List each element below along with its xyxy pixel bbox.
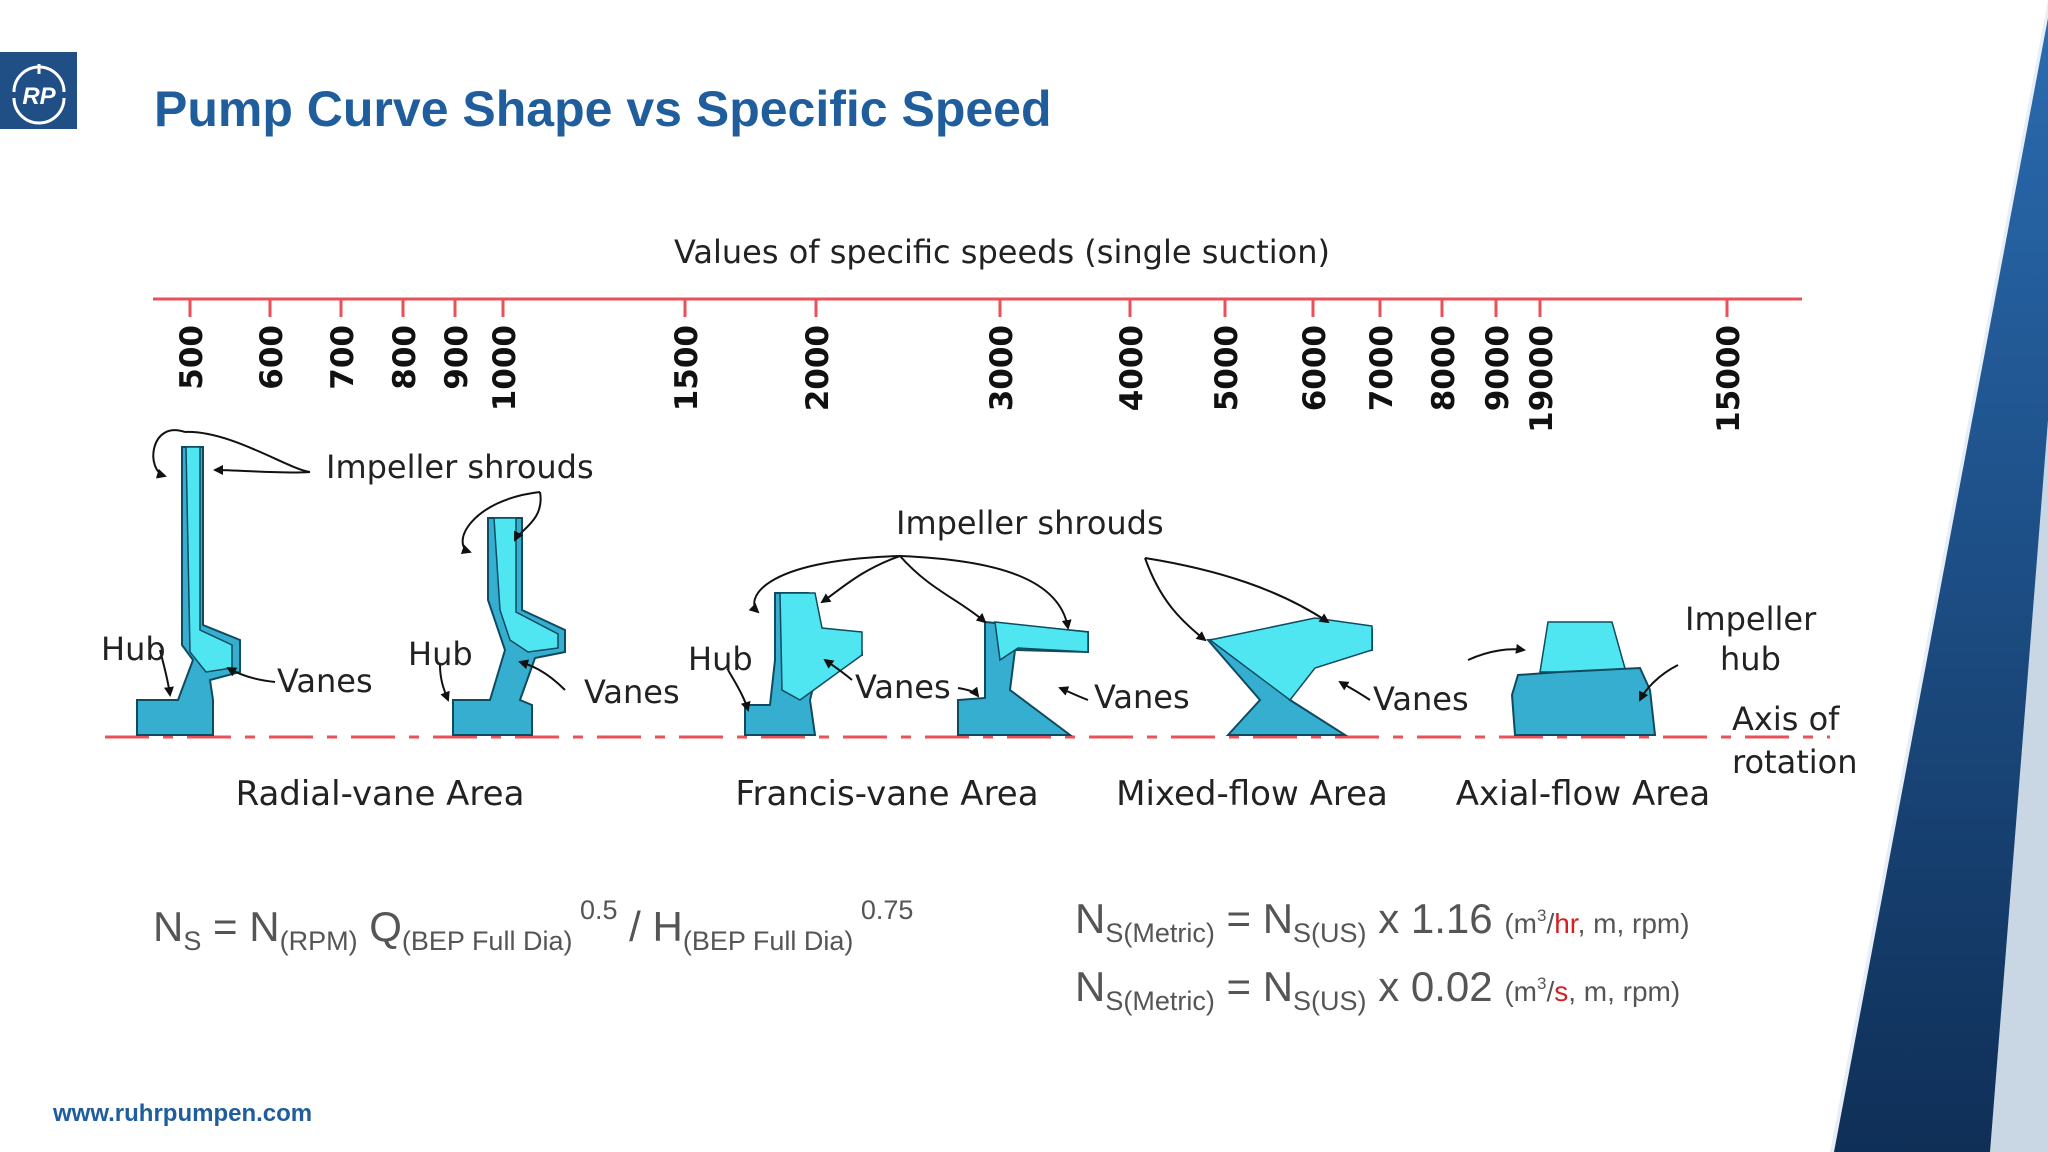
logo-text: RP bbox=[22, 83, 56, 110]
scale-tick-label: 2000 bbox=[800, 325, 836, 411]
label-vanes-2: Vanes bbox=[584, 673, 680, 711]
scale-tick-label: 1000 bbox=[487, 325, 523, 411]
scale-tick-label: 600 bbox=[254, 325, 290, 390]
scale-tick-label: 5000 bbox=[1209, 325, 1245, 411]
scale-tick-label: 700 bbox=[325, 325, 361, 390]
scale-tick-label: 900 bbox=[439, 325, 475, 390]
label-vanes-3: Vanes bbox=[855, 668, 951, 706]
metric-conversion-formula-1: NS(Metric) = NS(US) x 1.16 (m3/hr, m, rp… bbox=[1075, 895, 1690, 948]
label-vanes-1: Vanes bbox=[277, 662, 373, 700]
scale-tick-label: 800 bbox=[387, 325, 423, 390]
label-impeller-hub-line1: Impeller bbox=[1685, 600, 1817, 638]
website-link[interactable]: www.ruhrpumpen.com bbox=[53, 1100, 313, 1127]
scale-tick-label: 1500 bbox=[669, 325, 705, 411]
label-impeller-shrouds-1: Impeller shrouds bbox=[326, 448, 594, 486]
scale-tick-label: 19000 bbox=[1524, 325, 1560, 433]
label-impeller-hub-line2: hub bbox=[1720, 640, 1781, 678]
area-label-mixed: Mixed-flow Area bbox=[1116, 774, 1388, 814]
mixed-flow-impeller bbox=[1205, 617, 1373, 736]
label-hub-2: Hub bbox=[408, 635, 473, 673]
area-label-axial: Axial-flow Area bbox=[1456, 774, 1710, 814]
tick-group: 500 600 700 800 900 1000 1500 2000 3000 4000 5000 6… bbox=[174, 299, 1747, 433]
francis-impeller-2 bbox=[957, 620, 1089, 736]
label-hub-1: Hub bbox=[101, 630, 166, 668]
area-label-francis: Francis-vane Area bbox=[735, 774, 1038, 814]
area-label-radial: Radial-vane Area bbox=[236, 774, 525, 814]
metric-conversion-formula-2: NS(Metric) = NS(US) x 0.02 (m3/s, m, rpm… bbox=[1075, 963, 1681, 1016]
label-vanes-4: Vanes bbox=[1094, 678, 1190, 716]
page-title: Pump Curve Shape vs Specific Speed bbox=[154, 81, 1052, 137]
scale-tick-label: 8000 bbox=[1426, 325, 1462, 411]
company-logo: RP bbox=[0, 52, 77, 129]
label-axis-of-rotation-line1: Axis of bbox=[1732, 700, 1840, 738]
scale-tick-label: 6000 bbox=[1297, 325, 1333, 411]
axial-flow-impeller bbox=[1510, 621, 1657, 736]
scale-tick-label: 4000 bbox=[1114, 325, 1150, 411]
radial-impeller-2 bbox=[452, 517, 566, 736]
scale-tick-label: 7000 bbox=[1364, 325, 1400, 411]
radial-impeller-1 bbox=[136, 446, 241, 736]
label-axis-of-rotation-line2: rotation bbox=[1732, 743, 1857, 781]
scale-tick-label: 9000 bbox=[1480, 325, 1516, 411]
scale-tick-label: 500 bbox=[174, 325, 210, 390]
ns-definition-formula: NS = N(RPM) Q(BEP Full Dia) 0.5 / H(BEP … bbox=[153, 895, 914, 956]
scale-title: Values of specific speeds (single suctio… bbox=[674, 233, 1330, 271]
scale-tick-label: 15000 bbox=[1711, 325, 1747, 433]
francis-impeller-1 bbox=[744, 592, 864, 736]
label-hub-3: Hub bbox=[688, 640, 753, 678]
scale-tick-label: 3000 bbox=[984, 325, 1020, 411]
label-impeller-shrouds-2: Impeller shrouds bbox=[896, 504, 1164, 542]
label-vanes-5: Vanes bbox=[1373, 680, 1469, 718]
